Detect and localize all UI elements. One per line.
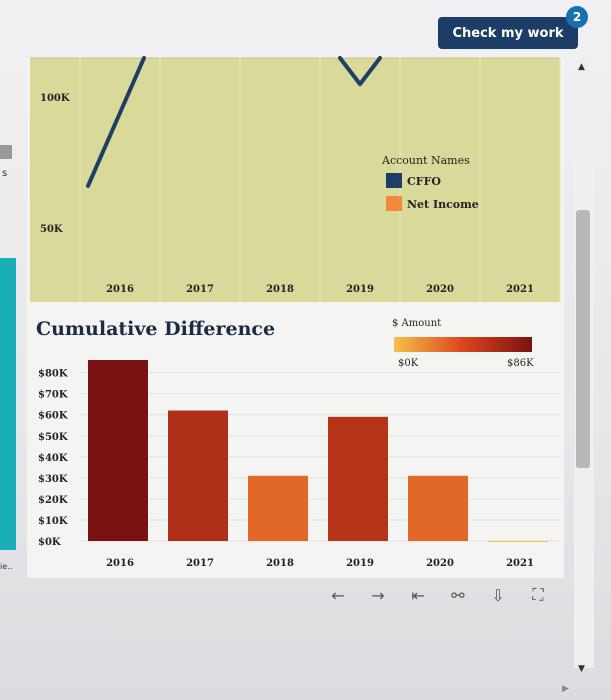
bar-2017 xyxy=(168,410,228,541)
bar-2016 xyxy=(88,360,148,541)
bar-chart-x-tick-label: 2017 xyxy=(186,558,214,569)
left-panel-teal-strip xyxy=(0,258,16,550)
legend-swatch-net-income xyxy=(386,196,402,211)
legend-title-account-names: Account Names xyxy=(381,154,470,167)
left-fragment-text: s xyxy=(2,168,8,179)
bar-chart-x-tick-label: 2016 xyxy=(106,558,134,569)
undo-arrow-icon[interactable]: ← xyxy=(331,585,345,605)
bar-chart-y-ticks: $80K $70K $60K $50K $40K $30K $20K $10K $0K xyxy=(38,369,68,548)
bar-chart-x-tick-label: 2021 xyxy=(506,558,534,569)
legend-swatch-cffo xyxy=(386,173,402,188)
line-chart-x-tick-label: 2016 xyxy=(106,284,134,295)
bar-chart-color-legend: $ Amount $0K $86K xyxy=(392,318,534,369)
bar-chart-y-tick-label: $0K xyxy=(38,537,61,548)
bar-chart: Cumulative Difference $80K $70K $60K $50K $4… xyxy=(36,318,560,569)
scroll-up-arrow-icon[interactable]: ▲ xyxy=(578,62,585,72)
bar-chart-y-tick-label: $40K xyxy=(38,453,68,464)
scrollbar-thumb[interactable] xyxy=(576,210,590,468)
bar-chart-y-tick-label: $20K xyxy=(38,495,68,506)
line-chart-legend[interactable]: Account Names CFFO Net Income xyxy=(381,154,479,211)
share-icon[interactable]: ⚯ xyxy=(451,585,465,605)
bar-chart-x-tick-label: 2018 xyxy=(266,558,294,569)
line-chart-x-tick-label: 2017 xyxy=(186,284,214,295)
left-panel-fragment xyxy=(0,145,12,159)
attempts-badge: 2 xyxy=(566,6,588,28)
bar-chart-x-tick-label: 2020 xyxy=(426,558,454,569)
line-chart-x-tick-label: 2020 xyxy=(426,284,454,295)
bar-chart-x-ticks: 2016 2017 2018 2019 2020 2021 xyxy=(106,558,534,569)
line-chart: 100K 50K 2016 2017 2018 2019 2020 2021 Account… xyxy=(30,56,561,302)
bar-2020 xyxy=(408,475,468,541)
color-legend-title: $ Amount xyxy=(392,318,441,329)
bar-chart-y-tick-label: $70K xyxy=(38,390,68,401)
bar-chart-y-tick-label: $50K xyxy=(38,432,68,443)
line-chart-y-tick-label: 50K xyxy=(40,224,63,235)
bar-chart-bars xyxy=(88,360,548,542)
scroll-down-arrow-icon[interactable]: ▼ xyxy=(578,664,585,674)
bar-chart-y-tick-label: $30K xyxy=(38,474,68,485)
bar-chart-x-tick-label: 2019 xyxy=(346,558,374,569)
line-chart-y-ticks: 100K 50K xyxy=(40,93,70,235)
download-icon[interactable]: ⇩ xyxy=(491,585,505,605)
viz-toolbar: ← → ⇤ ⚯ ⇩ ⛶ xyxy=(318,584,578,606)
line-chart-x-tick-label: 2021 xyxy=(506,284,534,295)
bar-2019 xyxy=(328,416,388,541)
legend-label-net-income[interactable]: Net Income xyxy=(407,198,479,211)
fullscreen-icon[interactable]: ⛶ xyxy=(532,585,544,604)
bar-2018 xyxy=(248,475,308,541)
redo-arrow-icon[interactable]: → xyxy=(371,585,385,605)
cffo-line-segment xyxy=(86,56,146,188)
scroll-right-arrow-icon[interactable]: ▶ xyxy=(562,684,569,694)
left-fragment-label: ie.. xyxy=(0,562,13,571)
color-legend-ramp xyxy=(394,337,532,352)
revert-icon[interactable]: ⇤ xyxy=(411,585,425,605)
line-chart-y-tick-label: 100K xyxy=(40,93,70,104)
line-chart-series xyxy=(86,56,382,188)
bar-chart-y-tick-label: $80K xyxy=(38,369,68,380)
bar-chart-y-tick-label: $60K xyxy=(38,411,68,422)
bar-2021 xyxy=(488,541,548,542)
line-chart-x-ticks: 2016 2017 2018 2019 2020 2021 xyxy=(106,284,534,295)
bar-chart-title: Cumulative Difference xyxy=(36,318,275,340)
cffo-line-segment xyxy=(338,56,382,87)
color-legend-min: $0K xyxy=(398,358,419,369)
legend-label-cffo[interactable]: CFFO xyxy=(407,175,441,188)
line-chart-x-tick-label: 2019 xyxy=(346,284,374,295)
bar-chart-grid xyxy=(80,372,560,542)
line-chart-x-tick-label: 2018 xyxy=(266,284,294,295)
line-chart-vertical-grid xyxy=(79,58,561,302)
check-my-work-button[interactable]: Check my work xyxy=(438,17,578,49)
bar-chart-y-tick-label: $10K xyxy=(38,516,68,527)
line-chart-background xyxy=(30,58,560,302)
color-legend-max: $86K xyxy=(507,358,534,369)
